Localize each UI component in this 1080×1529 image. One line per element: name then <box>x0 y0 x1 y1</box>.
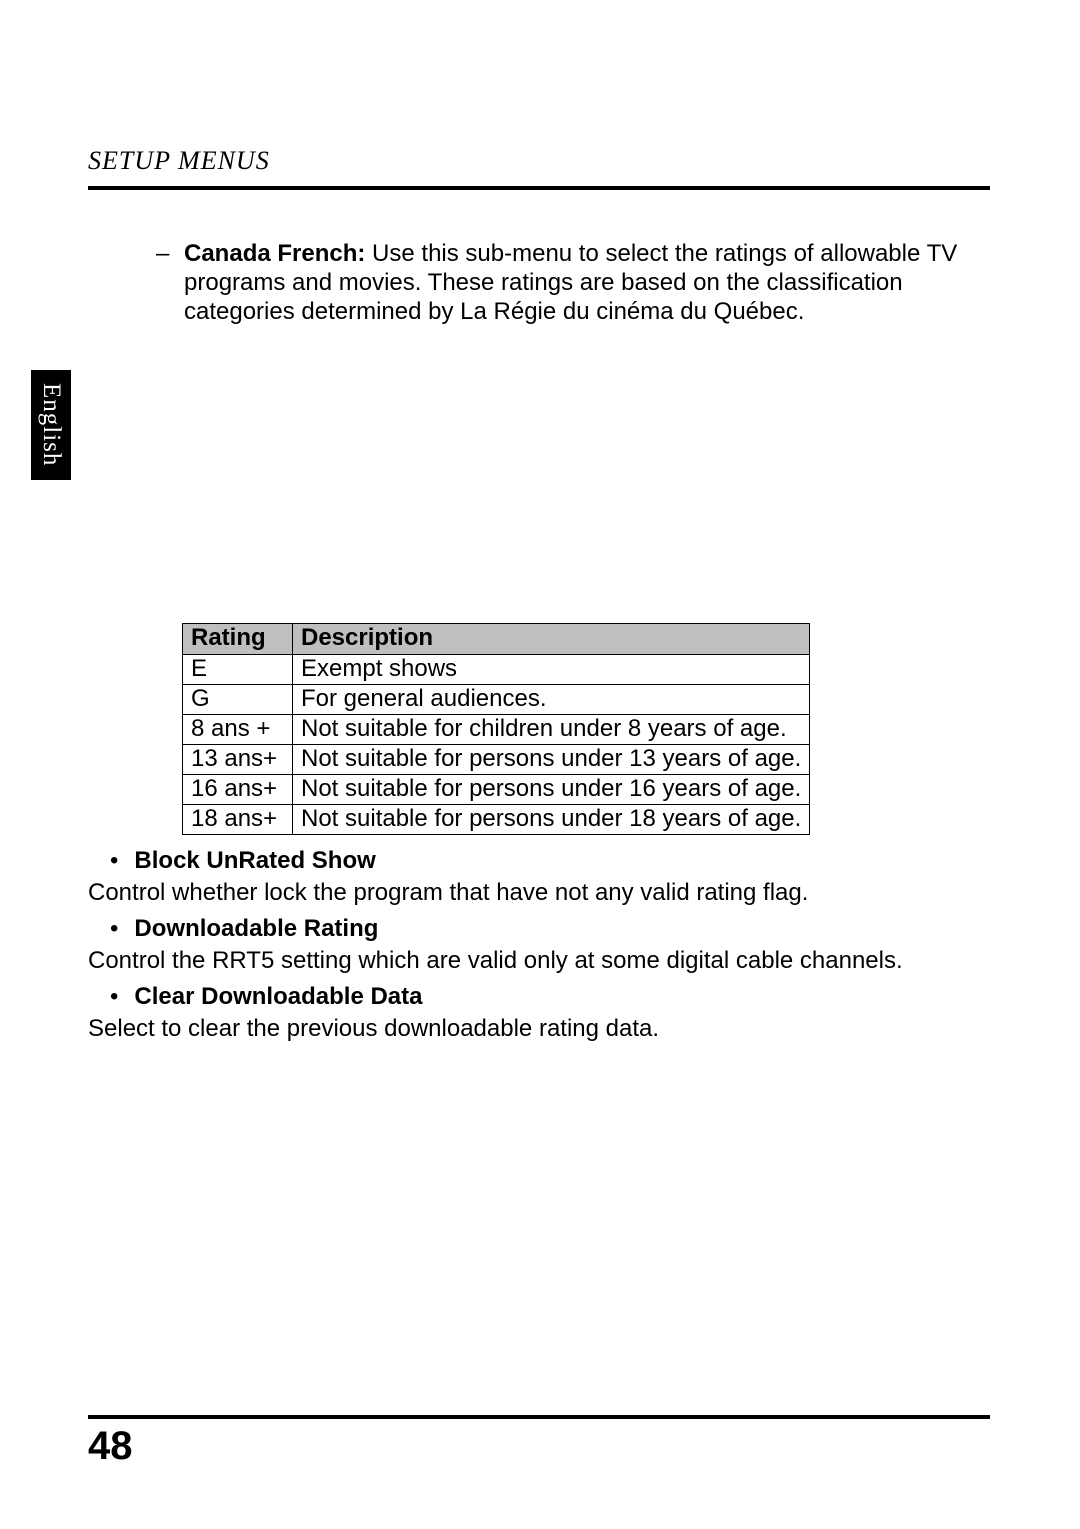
table-row: E Exempt shows <box>183 655 810 685</box>
ratings-table: Rating Description E Exempt shows G For … <box>182 623 810 835</box>
rating-cell: 8 ans + <box>183 715 293 745</box>
canada-french-text: Canada French: Use this sub-menu to sele… <box>184 240 990 326</box>
footer-rule <box>88 1415 990 1419</box>
page-header: SETUP MENUS <box>88 146 990 190</box>
description-cell: For general audiences. <box>293 685 810 715</box>
bullet-clear-downloadable: • Clear Downloadable Data <box>110 983 990 1011</box>
rating-cell: 16 ans+ <box>183 775 293 805</box>
description-cell: Not suitable for children under 8 years … <box>293 715 810 745</box>
table-row: 18 ans+ Not suitable for persons under 1… <box>183 805 810 835</box>
rating-cell: 18 ans+ <box>183 805 293 835</box>
table-header-description: Description <box>293 624 810 655</box>
table-row: G For general audiences. <box>183 685 810 715</box>
bullet-block-unrated: • Block UnRated Show <box>110 847 990 875</box>
language-tab: English <box>31 370 71 480</box>
description-cell: Exempt shows <box>293 655 810 685</box>
table-header-rating: Rating <box>183 624 293 655</box>
bullet-marker: • <box>110 847 118 875</box>
language-label: English <box>37 383 65 466</box>
canada-french-paragraph: – Canada French: Use this sub-menu to se… <box>156 240 990 326</box>
table-header-row: Rating Description <box>183 624 810 655</box>
content-area: – Canada French: Use this sub-menu to se… <box>88 240 990 1051</box>
rating-cell: E <box>183 655 293 685</box>
block-unrated-desc: Control whether lock the program that ha… <box>88 879 990 908</box>
header-rule <box>88 186 990 190</box>
bullet-marker: • <box>110 983 118 1011</box>
dash-marker: – <box>156 240 174 326</box>
description-cell: Not suitable for persons under 13 years … <box>293 745 810 775</box>
description-cell: Not suitable for persons under 16 years … <box>293 775 810 805</box>
description-cell: Not suitable for persons under 18 years … <box>293 805 810 835</box>
canada-french-label: Canada French: <box>184 240 372 267</box>
downloadable-rating-title: Downloadable Rating <box>134 915 378 943</box>
rating-cell: 13 ans+ <box>183 745 293 775</box>
table-row: 16 ans+ Not suitable for persons under 1… <box>183 775 810 805</box>
rating-cell: G <box>183 685 293 715</box>
table-row: 13 ans+ Not suitable for persons under 1… <box>183 745 810 775</box>
section-title: SETUP MENUS <box>88 146 990 184</box>
bullet-section: • Block UnRated Show Control whether loc… <box>88 847 990 1043</box>
bullet-downloadable-rating: • Downloadable Rating <box>110 915 990 943</box>
bullet-marker: • <box>110 915 118 943</box>
table-row: 8 ans + Not suitable for children under … <box>183 715 810 745</box>
page-number: 48 <box>88 1424 133 1469</box>
clear-downloadable-title: Clear Downloadable Data <box>134 983 422 1011</box>
clear-downloadable-desc: Select to clear the previous downloadabl… <box>88 1015 990 1044</box>
block-unrated-title: Block UnRated Show <box>134 847 375 875</box>
downloadable-rating-desc: Control the RRT5 setting which are valid… <box>88 947 990 976</box>
